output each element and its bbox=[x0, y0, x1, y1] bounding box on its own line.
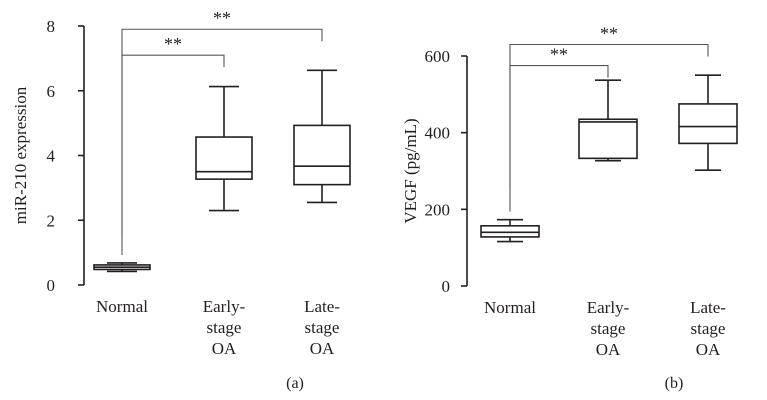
iqr-box bbox=[195, 136, 253, 180]
x-category-label: Normal bbox=[484, 298, 536, 317]
box-0 bbox=[93, 262, 151, 273]
x-category-label: Normal bbox=[96, 297, 148, 316]
panel-label: (b) bbox=[665, 375, 684, 392]
y-tick-label: 8 bbox=[47, 17, 56, 36]
box-1 bbox=[195, 85, 253, 212]
panel-b: 0 200 400 600 VEGF (pg/mL) Normal Early-stage O… bbox=[401, 24, 738, 392]
iqr-box bbox=[293, 124, 351, 186]
y-tick-label: 2 bbox=[47, 211, 56, 230]
y-tick-label: 400 bbox=[425, 124, 451, 143]
box-1 bbox=[578, 79, 638, 162]
y-tick-label: 200 bbox=[425, 200, 451, 219]
x-category-label: OA bbox=[310, 339, 335, 358]
iqr-box bbox=[678, 103, 738, 145]
iqr-box bbox=[578, 118, 638, 160]
y-tick-label: 0 bbox=[442, 277, 451, 296]
y-tick-label: 6 bbox=[47, 82, 56, 101]
significance-label: ** bbox=[164, 34, 182, 54]
significance-bracket bbox=[121, 28, 323, 255]
x-category-label: OA bbox=[696, 340, 721, 359]
y-tick-label: 600 bbox=[425, 47, 451, 66]
x-category-label: OA bbox=[596, 340, 621, 359]
x-category-label: stage bbox=[305, 318, 340, 337]
significance-label: ** bbox=[550, 45, 568, 65]
panel-label: (a) bbox=[286, 375, 304, 392]
box-2 bbox=[678, 74, 738, 172]
significance-bracket bbox=[509, 43, 709, 212]
box-2 bbox=[293, 69, 351, 204]
x-category-label: stage bbox=[591, 319, 626, 338]
x-category-label: OA bbox=[212, 339, 237, 358]
panel-a: 0 2 4 6 8 miR-210 expression Normal Early-stage… bbox=[11, 8, 351, 392]
box-0 bbox=[480, 218, 540, 243]
x-category-label: Late- bbox=[304, 297, 340, 316]
iqr-box bbox=[480, 225, 540, 238]
x-category-label: Early- bbox=[587, 298, 630, 317]
x-category-label: Late- bbox=[690, 298, 726, 317]
y-axis-title: VEGF (pg/mL) bbox=[401, 118, 420, 223]
significance-label: ** bbox=[213, 8, 231, 28]
y-axis-title: miR-210 expression bbox=[11, 86, 30, 224]
x-category-label: stage bbox=[207, 318, 242, 337]
y-tick-label: 4 bbox=[47, 147, 56, 166]
significance-label: ** bbox=[600, 24, 618, 44]
y-tick-label: 0 bbox=[47, 276, 56, 295]
x-category-label: stage bbox=[691, 319, 726, 338]
x-category-label: Early- bbox=[203, 297, 246, 316]
